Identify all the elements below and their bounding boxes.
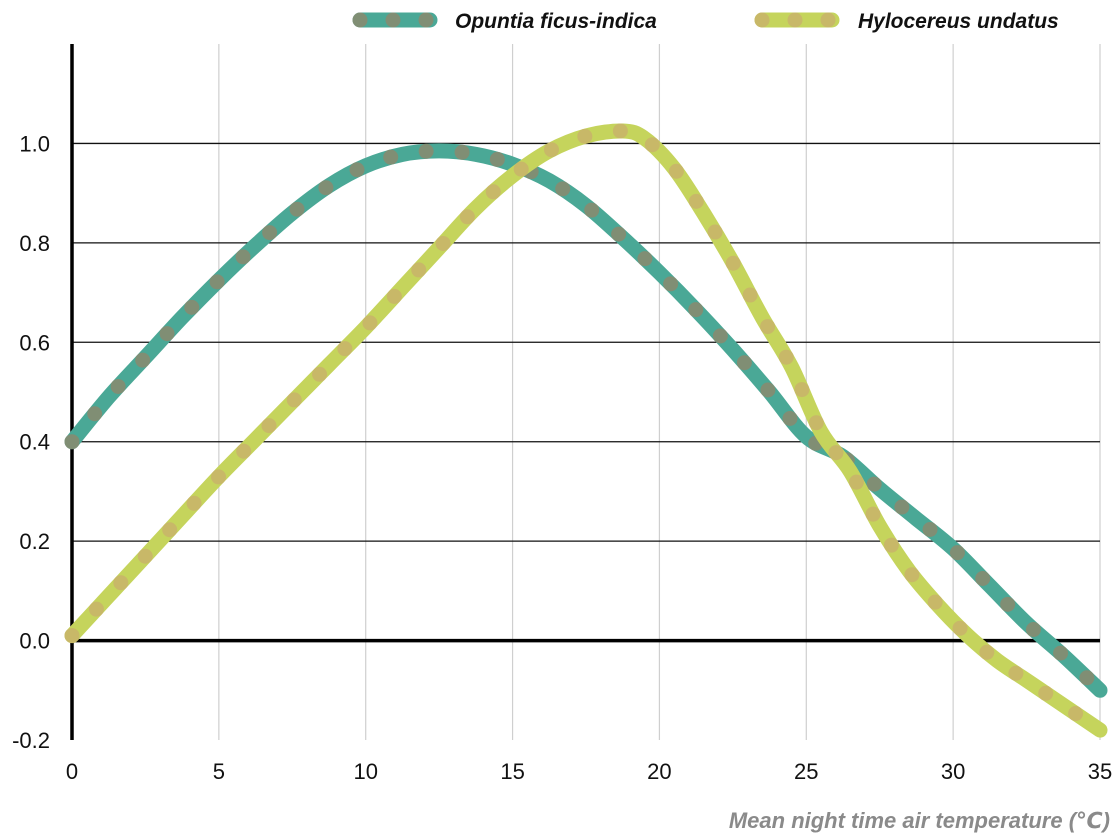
axes [70,44,1100,740]
legend-item: Opuntia ficus-indica [352,10,657,33]
x-tick-label: 10 [353,759,377,784]
series-layer [64,123,1108,738]
series-hylocereus-undatus [64,123,1108,738]
tick-labels: 0 5 10 15 20 25 30 35 -0.2 0.0 0.2 0.4 0.6 0.8 1.0 [12,131,1112,784]
series-dots [64,143,1108,698]
x-tick-label: 5 [213,759,225,784]
y-tick-label: 0.0 [19,629,50,654]
legend-label: Hylocereus undatus [858,10,1059,33]
y-tick-label: -0.2 [12,728,50,753]
x-tick-label: 15 [500,759,524,784]
legend-label: Opuntia ficus-indica [455,10,657,33]
legend-item: Hylocereus undatus [754,10,1059,33]
y-tick-label: 0.8 [19,231,50,256]
x-tick-label: 20 [647,759,671,784]
grid [72,44,1101,740]
y-tick-label: 0.4 [19,430,50,455]
y-tick-label: 1.0 [19,131,50,156]
y-tick-label: 0.2 [19,529,50,554]
series-dots [64,123,1108,738]
x-tick-label: 25 [794,759,818,784]
x-tick-label: 0 [66,759,78,784]
legend: Opuntia ficus-indica Hylocereus undatus [352,10,1059,33]
x-axis-label: Mean night time air temperature (℃) [729,808,1110,833]
x-tick-label: 35 [1088,759,1112,784]
x-tick-label: 30 [941,759,965,784]
series-opuntia-ficus-indica [64,143,1108,698]
y-tick-label: 0.6 [19,330,50,355]
